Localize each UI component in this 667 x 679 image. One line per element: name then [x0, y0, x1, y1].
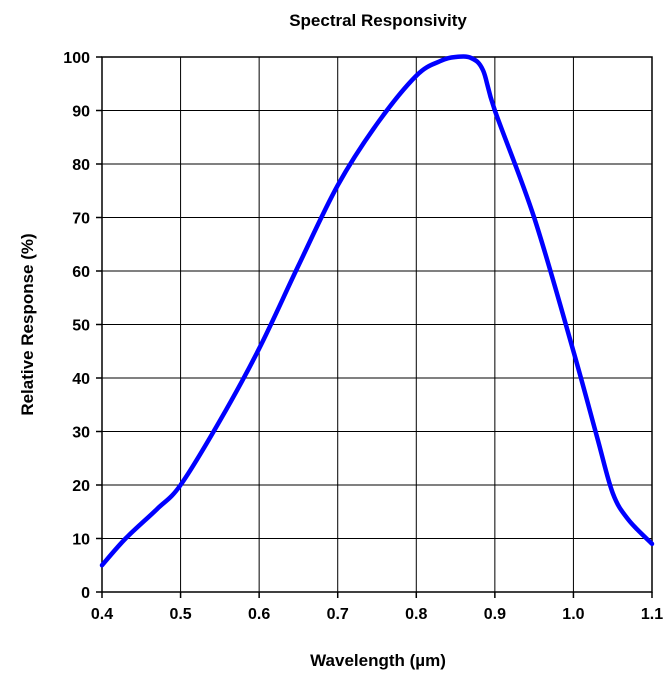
x-tick-label: 0.7 — [327, 606, 349, 623]
x-tick-label: 0.4 — [91, 606, 113, 623]
series-group — [99, 54, 655, 568]
y-axis-label: Relative Response (%) — [18, 233, 37, 415]
y-tick-label: 80 — [72, 157, 90, 174]
gridlines — [102, 57, 652, 592]
chart-title: Spectral Responsivity — [289, 11, 467, 30]
y-tick-label: 20 — [72, 478, 90, 495]
y-tick-label: 100 — [63, 50, 90, 67]
y-tick-label: 0 — [81, 585, 90, 602]
x-axis-label: Wavelength (µm) — [310, 651, 446, 670]
x-tick-label: 1.1 — [641, 606, 663, 623]
tick-marks — [96, 56, 653, 598]
series-line — [99, 54, 655, 568]
y-tick-label: 70 — [72, 211, 90, 228]
x-tick-label: 0.8 — [405, 606, 427, 623]
y-tick-label: 50 — [72, 318, 90, 335]
x-tick-label: 1.0 — [562, 606, 584, 623]
y-tick-label: 60 — [72, 264, 90, 281]
y-tick-label: 90 — [72, 104, 90, 121]
x-tick-label: 0.5 — [169, 606, 191, 623]
y-tick-label: 30 — [72, 425, 90, 442]
x-tick-label: 0.6 — [248, 606, 270, 623]
x-tick-label: 0.9 — [484, 606, 506, 623]
y-tick-label: 10 — [72, 532, 90, 549]
y-tick-label: 40 — [72, 371, 90, 388]
x-tick-labels: 0.4 0.5 0.6 0.7 0.8 0.9 1.0 1.1 — [91, 606, 663, 623]
y-tick-labels: 0 10 20 30 40 50 60 70 80 90 100 — [63, 50, 90, 602]
